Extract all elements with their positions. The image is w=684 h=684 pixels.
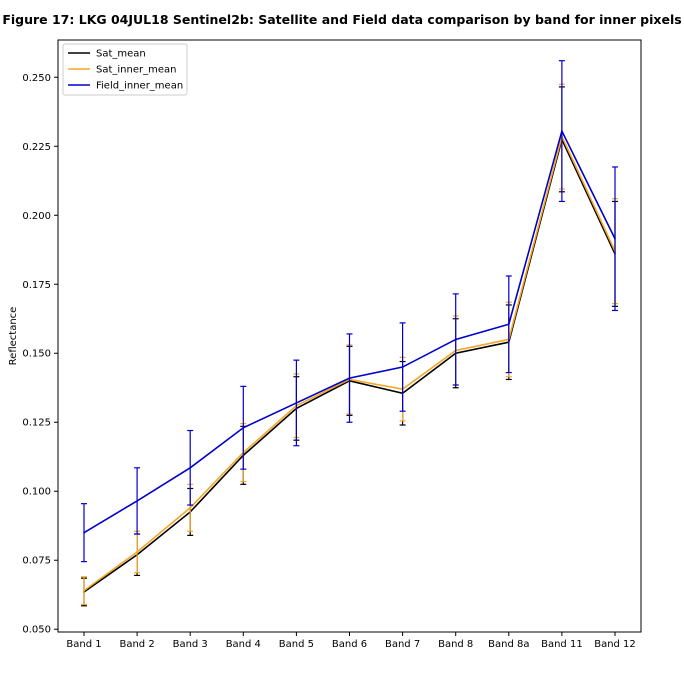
data-point: [136, 551, 138, 553]
data-point: [401, 366, 404, 368]
data-point: [508, 323, 510, 326]
y-tick-label: 0.200: [22, 211, 51, 222]
y-axis-ticks: 0.050 0.075 0.100 0.125 0.150 0.175 0.200 0.225…: [22, 73, 58, 636]
data-point: [189, 507, 191, 509]
data-point: [295, 402, 298, 404]
x-axis-ticks: Band 1 Band 2 Band 3 Band 4 Band 5 Band 6 Band…: [66, 632, 636, 650]
legend-label: Field_inner_mean: [96, 81, 183, 92]
y-tick-label: 0.150: [22, 349, 51, 360]
data-point: [242, 426, 245, 429]
legend-label: Sat_inner_mean: [96, 65, 176, 76]
data-point: [83, 531, 85, 534]
y-axis-label: Reflectance: [8, 307, 19, 366]
x-tick-label: Band 5: [279, 639, 314, 650]
data-point: [136, 500, 138, 502]
data-point: [561, 130, 563, 132]
chart-title: Figure 17: LKG 04JUL18 Sentinel2b: Satel…: [2, 12, 681, 27]
x-tick-label: Band 2: [119, 639, 154, 650]
x-tick-label: Band 11: [541, 639, 583, 650]
y-tick-label: 0.175: [22, 280, 51, 291]
legend-box: [62, 43, 188, 96]
data-point: [83, 589, 85, 592]
y-tick-label: 0.225: [22, 142, 51, 153]
data-point: [614, 237, 616, 240]
y-tick-label: 0.050: [22, 625, 51, 636]
legend-label: Sat_mean: [96, 49, 146, 60]
x-tick-label: Band 8: [438, 639, 473, 650]
plot-frame: [57, 39, 642, 633]
x-tick-label: Band 7: [385, 639, 420, 650]
y-tick-label: 0.075: [22, 556, 51, 567]
y-tick-label: 0.100: [22, 487, 51, 498]
x-tick-label: Band 12: [594, 639, 636, 650]
x-tick-label: Band 4: [226, 639, 261, 650]
y-tick-label: 0.250: [22, 73, 51, 84]
data-point: [189, 466, 191, 469]
legend: Sat_mean Sat_inner_mean Field_inner_mean: [62, 43, 188, 96]
y-tick-label: 0.125: [22, 418, 51, 429]
data-point: [348, 377, 351, 379]
x-tick-label: Band 1: [66, 639, 101, 650]
x-tick-label: Band 6: [332, 639, 367, 650]
x-tick-label: Band 8a: [488, 639, 529, 650]
x-tick-label: Band 3: [173, 639, 208, 650]
series-field-inner-mean: [81, 60, 618, 563]
series-layer: [81, 60, 618, 607]
data-point: [454, 338, 457, 341]
